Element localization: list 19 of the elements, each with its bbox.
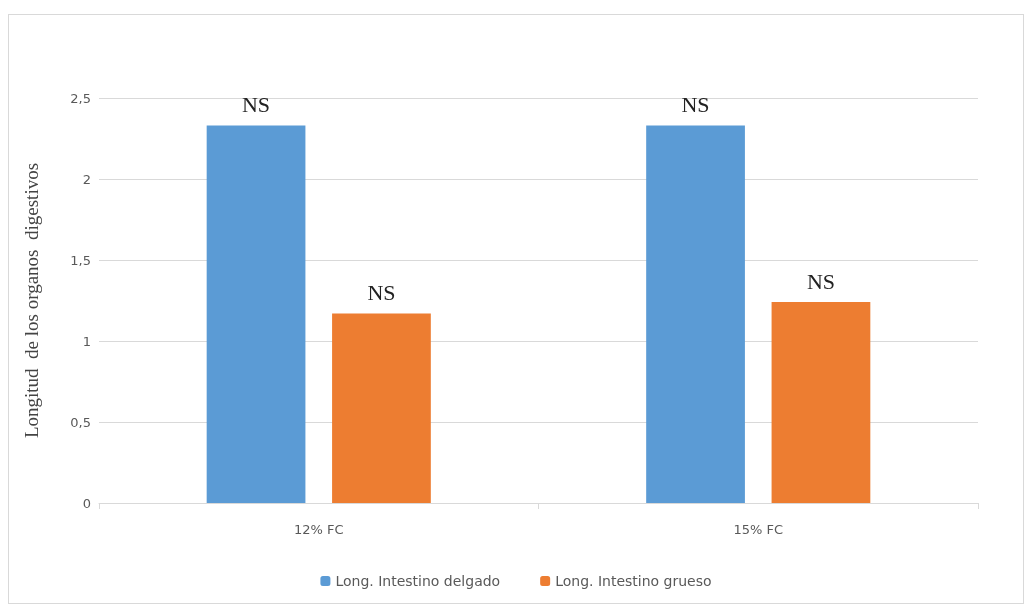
y-tick-label: 1 bbox=[82, 333, 91, 349]
bar bbox=[206, 125, 306, 503]
y-tick-label: 2 bbox=[82, 171, 91, 187]
x-tick-label: 15% FC bbox=[733, 522, 784, 537]
legend-label: Long. Intestino grueso bbox=[555, 573, 712, 589]
y-tick-label: 2,5 bbox=[70, 90, 91, 106]
x-tick-label: 12% FC bbox=[293, 522, 344, 537]
y-tick-label: 0 bbox=[82, 495, 91, 511]
data-label: NS bbox=[806, 268, 836, 294]
data-label: NS bbox=[367, 279, 396, 305]
bar bbox=[771, 302, 871, 503]
y-tick-label: 0,5 bbox=[70, 414, 91, 430]
y-axis-title: Longitud de los organos digestivos bbox=[21, 162, 42, 439]
data-label: NS bbox=[681, 92, 710, 118]
bar bbox=[332, 313, 431, 503]
bar bbox=[646, 125, 745, 503]
legend-label: Long. Intestino delgado bbox=[335, 573, 501, 589]
y-tick-label: 1,5 bbox=[70, 252, 91, 268]
data-label: NS bbox=[241, 92, 271, 118]
